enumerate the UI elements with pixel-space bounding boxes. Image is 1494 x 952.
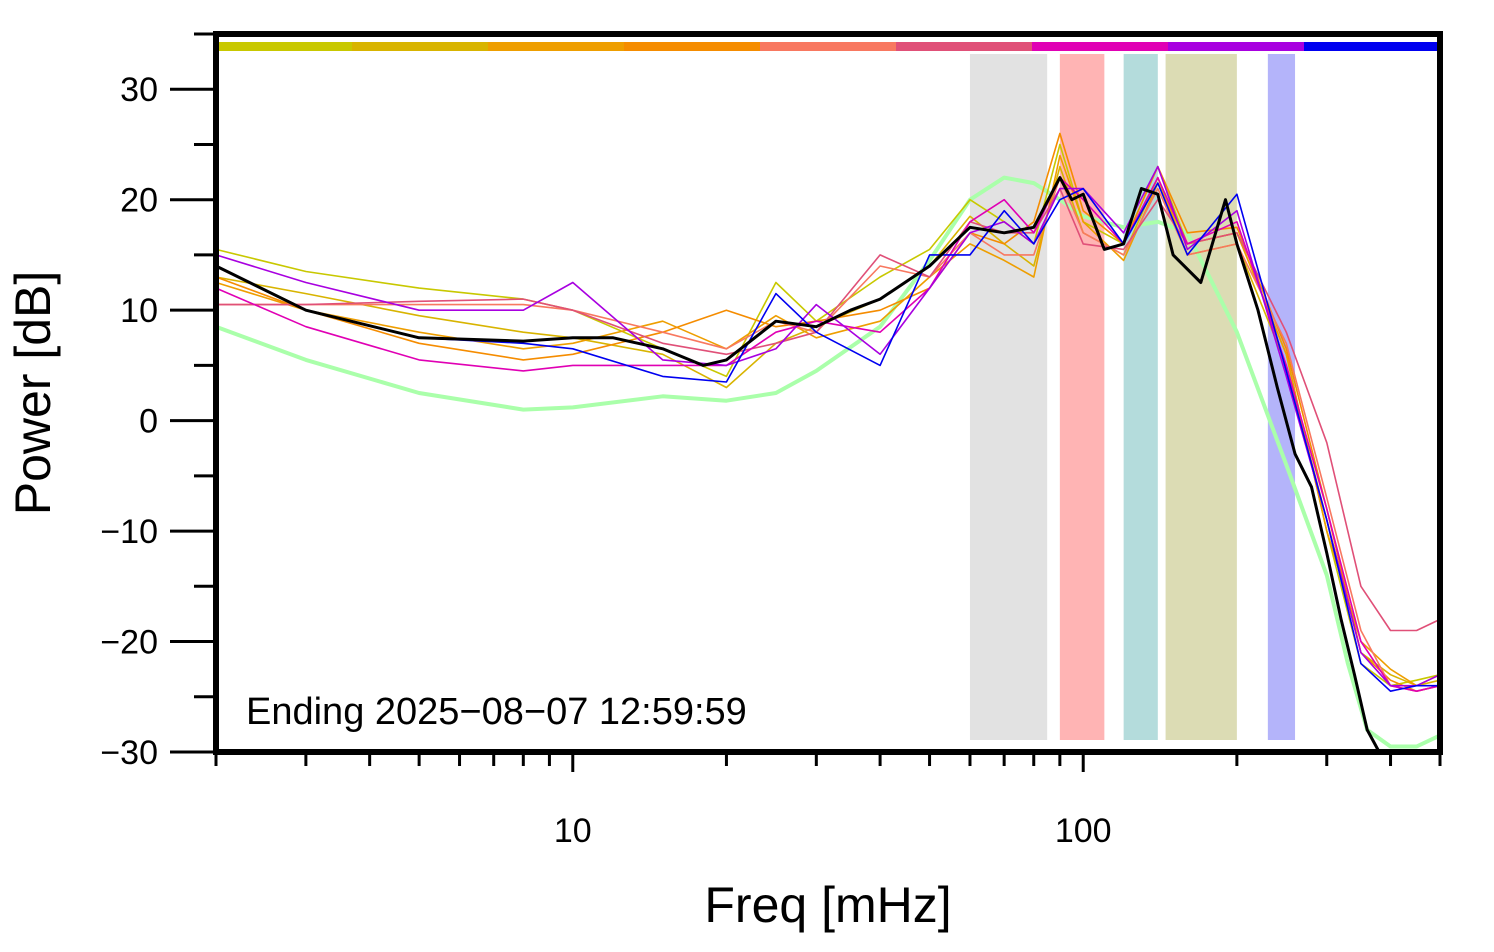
color-bar-segment [624,42,761,51]
y-axis-title: Power [dB] [5,271,61,516]
series-line [215,182,1440,693]
series-line [215,154,1441,687]
series-line [215,132,1441,693]
reference-series-line [215,175,1441,749]
series-lines [215,132,1441,753]
color-bar-segment [760,42,897,51]
series-line [215,165,1441,687]
frequency-bands [969,54,1296,740]
ending-timestamp: Ending 2025−08−07 12:59:59 [246,691,747,733]
y-axis: 30 20 10 0 −10 −20 −30 [100,32,216,772]
x-tick-label: 100 [1055,812,1112,850]
x-axis: 10 100 [214,752,1442,850]
series-line [215,165,1441,687]
series-line [216,176,1441,693]
frequency-band [969,54,1048,740]
color-bar-segment [488,42,625,51]
x-axis-title: Freq [mHz] [704,877,951,933]
frequency-band [1123,54,1158,740]
series-line [215,176,1441,693]
color-bar-segment [1168,42,1305,51]
y-tick-label: −20 [100,624,158,662]
color-bar-segment [216,42,353,51]
y-tick-label: 30 [120,71,158,109]
y-tick-label: −30 [100,734,158,772]
plot-frame [213,31,1443,755]
x-tick-label: 10 [554,812,592,850]
series-line [216,187,1441,632]
y-tick-label: 10 [120,292,158,330]
color-bar-segment [1032,42,1169,51]
y-tick-label: 20 [120,182,158,220]
color-bar-segment [896,42,1033,51]
series-line [215,143,1441,687]
y-tick-label: −10 [100,513,158,551]
color-bar-segment [1304,42,1441,51]
mean-series-line [215,176,1381,753]
color-bar-segment [352,42,489,51]
y-tick-label: 0 [139,403,158,441]
color-bar [216,42,1441,51]
frequency-band [1165,54,1237,740]
frequency-band [1267,54,1296,740]
